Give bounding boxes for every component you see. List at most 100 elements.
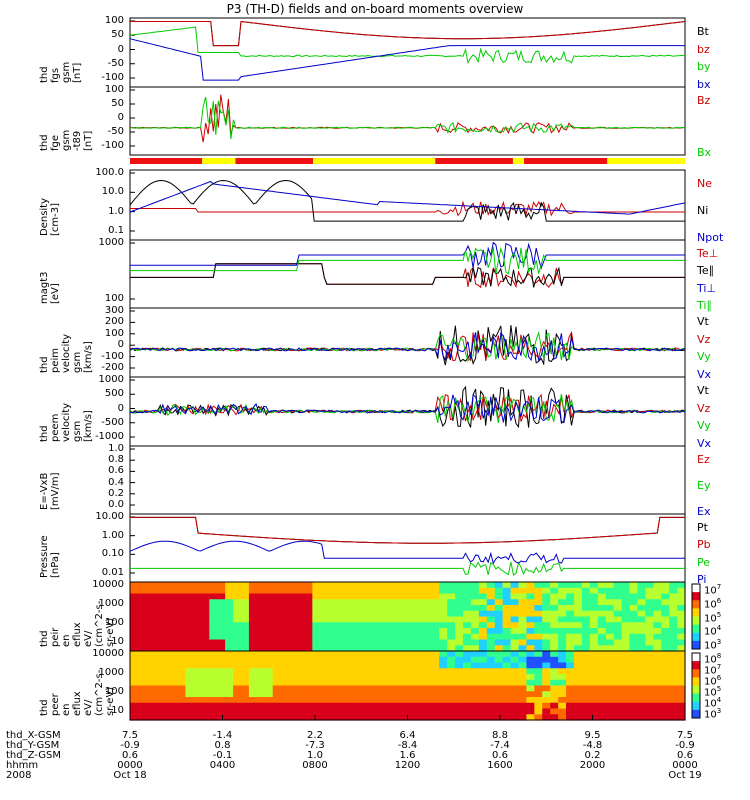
spectrogram-cell xyxy=(574,714,583,721)
spectrogram-cell xyxy=(399,651,409,658)
spectrogram-cell xyxy=(225,633,234,641)
spectrogram-cell xyxy=(558,599,567,606)
spectrogram-cell xyxy=(177,645,187,652)
spectrogram-cell xyxy=(375,587,385,595)
spectrogram-cell xyxy=(645,679,654,687)
spectrogram-cell xyxy=(470,662,480,669)
spectrogram-cell xyxy=(153,708,163,715)
spectrogram-cell xyxy=(280,697,290,704)
spectrogram-cell xyxy=(304,628,313,635)
spectrogram-cell xyxy=(391,610,401,618)
spectrogram-cell xyxy=(320,622,329,629)
mode-segment-slow xyxy=(512,158,525,164)
spectrogram-cell xyxy=(264,593,274,600)
ylabel-line: peir xyxy=(50,627,61,647)
spectrogram-cell xyxy=(423,708,432,715)
series-line-Ti⊥ xyxy=(130,241,685,270)
spectrogram-cell xyxy=(494,714,504,721)
spectrogram-cell xyxy=(597,639,607,646)
spectrogram-cell xyxy=(185,599,195,606)
spectrogram-cell xyxy=(407,645,417,652)
legend-Pt: Pt xyxy=(697,521,708,534)
spectrogram-cell xyxy=(550,633,559,641)
spectrogram-cell xyxy=(486,593,496,600)
spectrogram-cell xyxy=(153,633,163,641)
spectrogram-cell xyxy=(272,639,282,646)
spectrogram-cell xyxy=(328,599,337,606)
spectrogram-cell xyxy=(645,610,654,618)
spectrogram-cell xyxy=(605,679,615,687)
spectrogram-cell xyxy=(589,599,599,606)
spectrogram-cell xyxy=(661,582,670,589)
spectrogram-cell xyxy=(296,622,306,629)
spectrogram-cell xyxy=(217,639,226,646)
spectrogram-cell xyxy=(296,616,306,623)
ytick-label: 100 xyxy=(104,15,124,26)
spectrogram-cell xyxy=(328,645,337,652)
spectrogram-cell xyxy=(248,605,258,612)
spectrogram-cell xyxy=(248,708,258,715)
spectrogram-cell xyxy=(423,645,432,652)
spectrogram-cell xyxy=(399,633,409,641)
spectrogram-cell xyxy=(494,697,504,704)
spectrogram-cell xyxy=(193,708,202,715)
spectrogram-cell xyxy=(352,656,361,664)
spectrogram-cell xyxy=(201,662,210,669)
spectrogram-cell xyxy=(550,708,559,715)
spectrogram-cell xyxy=(304,714,313,721)
spectrogram-cell xyxy=(486,708,496,715)
spectrogram-cell xyxy=(415,702,424,710)
mode-segment-slow xyxy=(607,158,685,164)
ylabel-line: thd xyxy=(39,425,50,442)
spectrogram-cell xyxy=(677,656,686,664)
spectrogram-cell xyxy=(248,616,258,623)
spectrogram-cell xyxy=(558,685,567,692)
spectrogram-cell xyxy=(137,587,147,595)
spectrogram-cell xyxy=(439,622,448,629)
spectrogram-cell xyxy=(185,691,195,698)
spectrogram-cell xyxy=(145,651,155,658)
spectrogram-cell xyxy=(613,702,623,710)
spectrogram-cell xyxy=(209,645,218,652)
spectrogram-cell xyxy=(415,599,424,606)
spectrogram-cell xyxy=(415,622,424,629)
spectrogram-cell xyxy=(518,651,528,658)
spectrogram-cell xyxy=(558,628,567,635)
spectrogram-cell xyxy=(629,587,639,595)
series-line-Vz xyxy=(129,330,686,362)
spectrogram-cell xyxy=(137,656,147,664)
spectrogram-cell xyxy=(137,582,147,589)
spectrogram-cell xyxy=(193,697,202,704)
spectrogram-cell xyxy=(320,651,329,658)
spectrogram-cell xyxy=(296,679,306,687)
spectrogram-cell xyxy=(510,622,520,629)
spectrogram-cell xyxy=(288,656,298,664)
spectrogram-cell xyxy=(621,610,631,618)
xtick-label: 1.0 xyxy=(307,750,323,761)
spectrogram-cell xyxy=(280,582,290,589)
spectrogram-cell xyxy=(534,628,543,635)
spectrogram-cell xyxy=(130,639,139,646)
ylabel-line: gsm xyxy=(61,61,72,83)
spectrogram-cell xyxy=(336,593,345,600)
spectrogram-cell xyxy=(455,651,464,658)
ylabel-line: velocity xyxy=(61,402,72,442)
spectrogram-cell xyxy=(169,633,179,641)
xtick-label: 0400 xyxy=(209,760,236,771)
spectrogram-cell xyxy=(558,616,567,623)
spectrogram-cell xyxy=(367,622,377,629)
spectrogram-cell xyxy=(383,633,393,641)
spectrogram-cell xyxy=(423,593,432,600)
spectrogram-cell xyxy=(209,599,218,606)
spectrogram-cell xyxy=(399,714,409,721)
spectrogram-cell xyxy=(352,691,361,698)
spectrogram-cell xyxy=(328,582,337,589)
spectrogram-cell xyxy=(272,593,282,600)
spectrogram-cell xyxy=(407,593,417,600)
spectrogram-cell xyxy=(407,622,417,629)
spectrogram-cell xyxy=(344,714,353,721)
spectrogram-cell xyxy=(320,656,329,664)
spectrogram-cell xyxy=(336,656,345,664)
spectrogram-cell xyxy=(161,582,171,589)
spectrogram-cell xyxy=(589,702,599,710)
